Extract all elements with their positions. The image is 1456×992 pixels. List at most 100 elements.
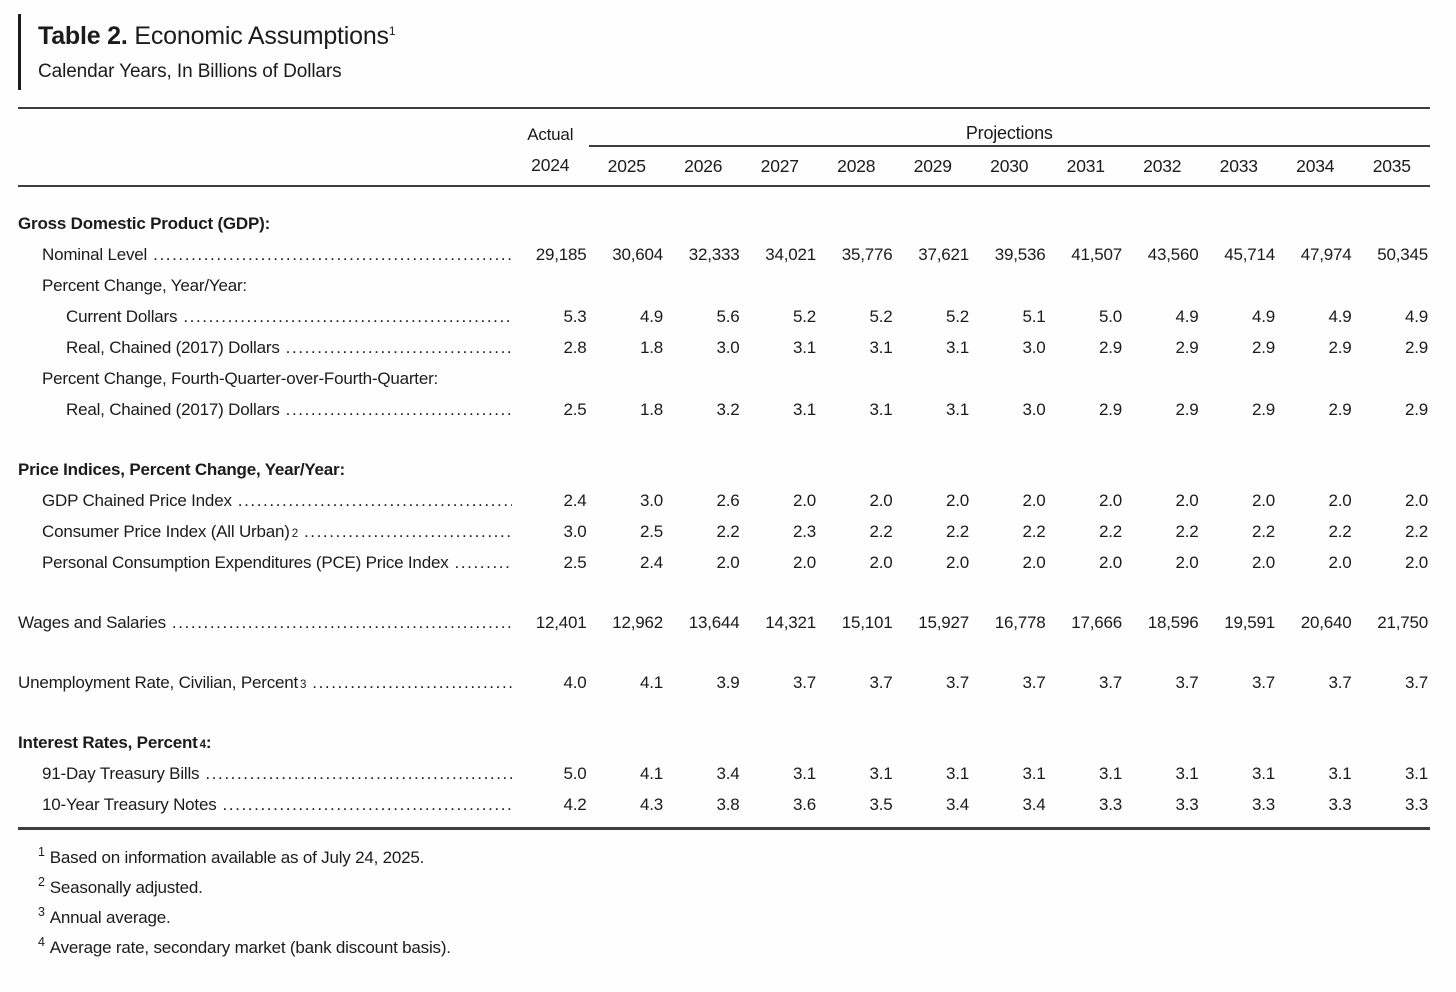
footnote: 4 Average rate, secondary market (bank di… bbox=[38, 935, 1430, 965]
cell-value: 2.9 bbox=[1405, 399, 1429, 419]
cell-value: 2.2 bbox=[1328, 521, 1352, 541]
cell-value: 17,666 bbox=[1071, 612, 1122, 632]
cell-value: 2.2 bbox=[716, 521, 740, 541]
cell-value: 21,750 bbox=[1377, 612, 1429, 632]
footnote: 3 Annual average. bbox=[38, 905, 1430, 935]
spacer-cell bbox=[18, 698, 1430, 727]
row-label: Wages and Salaries bbox=[18, 607, 512, 638]
cell-value: 2.0 bbox=[1022, 490, 1046, 510]
cell-value: 2.6 bbox=[716, 490, 740, 510]
cell-value: 2.0 bbox=[1251, 490, 1275, 510]
cell-value: 3.3 bbox=[1098, 794, 1122, 814]
cell-value: 3.1 bbox=[792, 337, 816, 357]
cell-value: 15,927 bbox=[918, 612, 969, 632]
row-label-text: Unemployment Rate, Civilian, Percent bbox=[18, 672, 299, 692]
cell-value: 39,536 bbox=[994, 244, 1046, 264]
cell-value: 3.7 bbox=[792, 672, 816, 692]
year-header: 2024 bbox=[531, 155, 570, 175]
cell-value: 3.2 bbox=[716, 399, 740, 419]
cell-value: 5.0 bbox=[1098, 306, 1122, 326]
row-label: Percent Change, Fourth-Quarter-over-Four… bbox=[18, 363, 512, 394]
cell-value: 2.0 bbox=[1175, 552, 1199, 572]
row-label: Personal Consumption Expenditures (PCE) … bbox=[18, 547, 512, 578]
row-label-text: Real, Chained (2017) Dollars bbox=[66, 337, 280, 357]
cell-value: 2.0 bbox=[1405, 552, 1429, 572]
table-row: GDP Chained Price Index 2.4 3.0 2.6 2.0 2.0 2.… bbox=[18, 485, 1430, 516]
dot-leader bbox=[153, 245, 512, 265]
cell-value: 3.7 bbox=[1405, 672, 1429, 692]
dot-leader bbox=[172, 613, 512, 633]
dot-leader bbox=[312, 673, 512, 693]
row-label: 10-Year Treasury Notes bbox=[18, 789, 512, 820]
cell-value: 13,644 bbox=[688, 612, 740, 632]
cell-value: 2.0 bbox=[1175, 490, 1199, 510]
row-label: Real, Chained (2017) Dollars bbox=[18, 332, 512, 363]
cell-value: 5.3 bbox=[563, 306, 587, 326]
cell-value: 3.1 bbox=[945, 337, 969, 357]
cell-value: 2.2 bbox=[945, 521, 969, 541]
cell-value: 16,778 bbox=[994, 612, 1046, 632]
footnote-text: Average rate, secondary market (bank dis… bbox=[49, 937, 451, 957]
cell-value: 3.0 bbox=[563, 521, 587, 541]
cell-value: 3.0 bbox=[639, 490, 663, 510]
year-header: 2032 bbox=[1143, 155, 1182, 176]
table-row: Current Dollars 5.3 4.9 5.6 5.2 5.2 5.2 5.1 5.0 4… bbox=[18, 301, 1430, 332]
row-label: Nominal Level bbox=[18, 239, 512, 270]
cell-value: 30,604 bbox=[612, 244, 663, 264]
spacer-row bbox=[18, 425, 1430, 454]
spacer-cell bbox=[18, 820, 1430, 828]
cell-value: 5.2 bbox=[869, 306, 893, 326]
year-header: 2027 bbox=[760, 155, 799, 176]
cell-value: 3.4 bbox=[945, 794, 969, 814]
row-label-text: Consumer Price Index (All Urban) bbox=[42, 521, 290, 541]
actual-column-header: Actual bbox=[527, 125, 574, 144]
dot-leader bbox=[304, 522, 512, 542]
cell-value: 45,714 bbox=[1224, 244, 1275, 264]
cell-value: 2.8 bbox=[563, 337, 587, 357]
cell-value: 2.9 bbox=[1098, 399, 1122, 419]
cell-value: 4.2 bbox=[563, 794, 587, 814]
row-label: Gross Domestic Product (GDP): bbox=[18, 208, 512, 239]
row-label: Price Indices, Percent Change, Year/Year… bbox=[18, 454, 512, 485]
footnote-text: Based on information available as of Jul… bbox=[49, 847, 425, 867]
dot-leader bbox=[286, 338, 512, 358]
table-row: Percent Change, Year/Year: bbox=[18, 270, 1430, 301]
row-label: Percent Change, Year/Year: bbox=[18, 270, 512, 301]
cell-value: 5.2 bbox=[945, 306, 969, 326]
cell-value: 2.9 bbox=[1251, 337, 1275, 357]
table-row: Nominal Level 29,185 30,604 32,333 34,021 35,… bbox=[18, 239, 1430, 270]
cell-value: 2.0 bbox=[945, 490, 969, 510]
empty-cells bbox=[512, 454, 1430, 485]
cell-value: 34,021 bbox=[765, 244, 816, 264]
table-row: Real, Chained (2017) Dollars 2.8 1.8 3.0 3.1… bbox=[18, 332, 1430, 363]
year-header: 2029 bbox=[913, 155, 952, 176]
table-row: Price Indices, Percent Change, Year/Year… bbox=[18, 454, 1430, 485]
table-title-text: Economic Assumptions bbox=[127, 22, 389, 50]
label-suffix: : bbox=[205, 732, 212, 752]
cell-value: 2.0 bbox=[1251, 552, 1275, 572]
cell-value: 43,560 bbox=[1147, 244, 1199, 264]
cell-value: 2.9 bbox=[1098, 337, 1122, 357]
footnote: 2 Seasonally adjusted. bbox=[38, 875, 1430, 905]
cell-value: 2.4 bbox=[639, 552, 663, 572]
dot-leader bbox=[223, 795, 512, 815]
cell-value: 2.9 bbox=[1405, 337, 1429, 357]
cell-value: 3.7 bbox=[1251, 672, 1275, 692]
row-label-text: Price Indices, Percent Change, Year/Year… bbox=[18, 459, 345, 479]
cell-value: 2.0 bbox=[869, 490, 893, 510]
projections-column-header: Projections bbox=[588, 108, 1431, 147]
cell-value: 2.2 bbox=[1405, 521, 1429, 541]
row-label-text: Real, Chained (2017) Dollars bbox=[66, 399, 280, 419]
cell-value: 3.8 bbox=[716, 794, 740, 814]
cell-value: 2.0 bbox=[1405, 490, 1429, 510]
cell-value: 2.5 bbox=[639, 521, 663, 541]
cell-value: 3.3 bbox=[1405, 794, 1429, 814]
cell-value: 4.9 bbox=[1405, 306, 1429, 326]
cell-value: 3.1 bbox=[1175, 763, 1199, 783]
header-group-row: Actual Projections bbox=[18, 108, 1431, 147]
row-label: Unemployment Rate, Civilian, Percent 3 bbox=[18, 667, 512, 698]
cell-value: 2.3 bbox=[792, 521, 816, 541]
cell-value: 3.3 bbox=[1251, 794, 1275, 814]
cell-value: 2.9 bbox=[1175, 337, 1199, 357]
